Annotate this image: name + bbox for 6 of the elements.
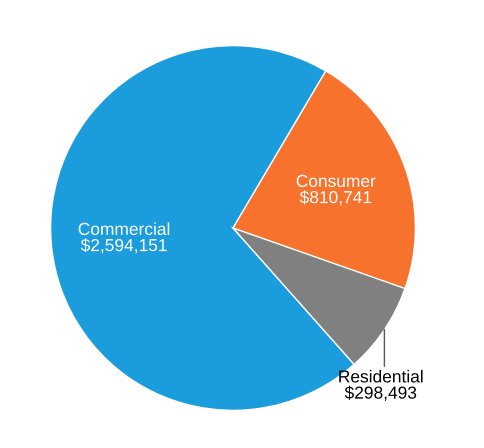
slice-label: Commercial (78, 222, 170, 236)
data-label: $2,594,151 (80, 238, 167, 254)
slice-label: Residential (339, 370, 423, 383)
data-label: $810,741 (300, 190, 372, 206)
data-label: $298,493 (344, 386, 416, 401)
slice-label: Consumer (296, 174, 376, 188)
